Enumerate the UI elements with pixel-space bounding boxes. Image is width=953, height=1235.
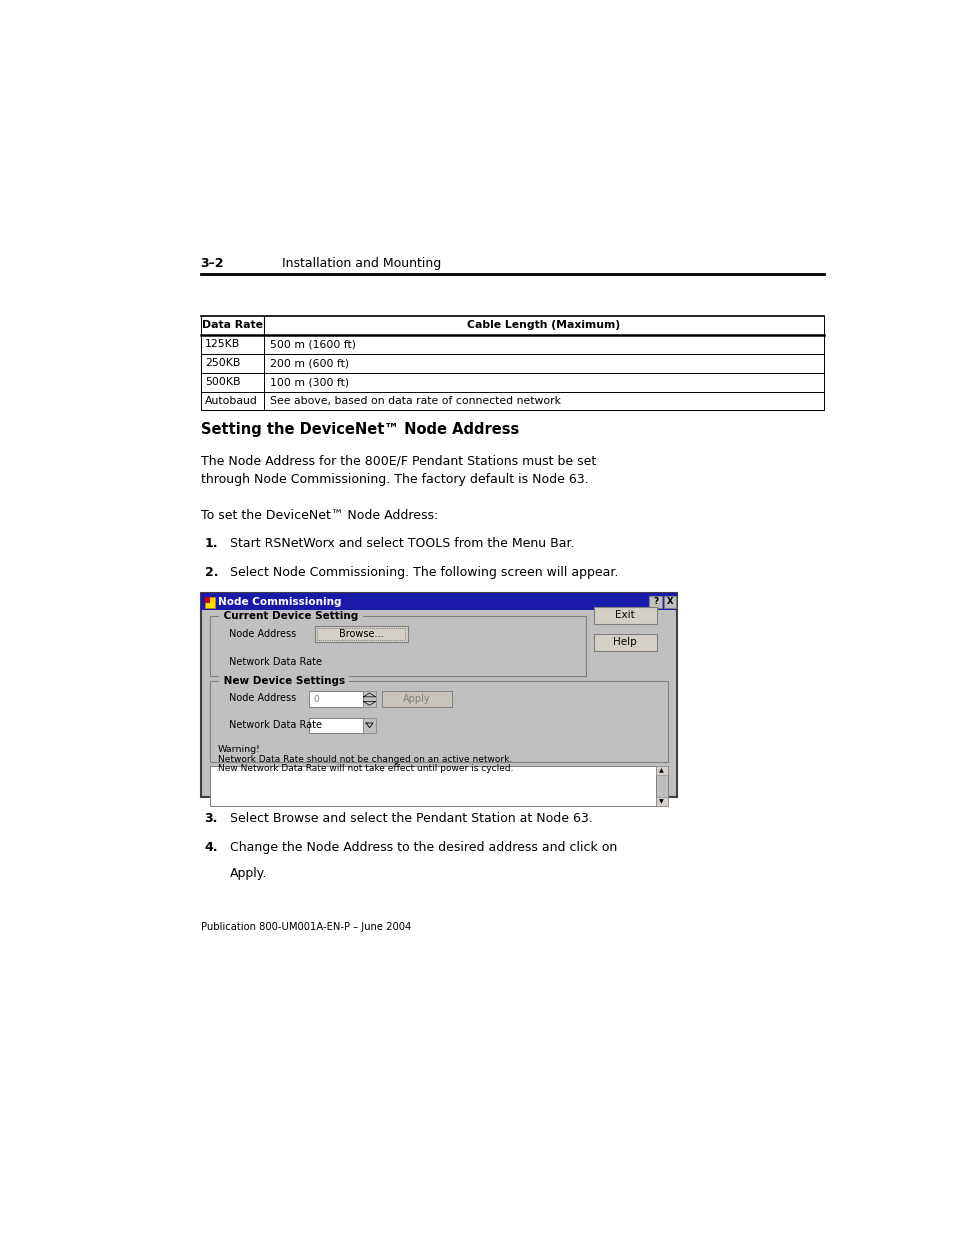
Text: Select Node Commissioning. The following screen will appear.: Select Node Commissioning. The following… [230, 566, 618, 578]
Bar [593, 634, 657, 651]
Text: Change the Node Address to the desired address and click on: Change the Node Address to the desired a… [230, 841, 617, 855]
Text: Apply.: Apply. [230, 867, 267, 879]
Text: Exit: Exit [615, 610, 635, 620]
Bar [210, 616, 585, 676]
Text: Browse...: Browse... [338, 629, 383, 638]
Text: 1.: 1. [204, 537, 218, 550]
Text: Setting the DeviceNet™ Node Address: Setting the DeviceNet™ Node Address [200, 421, 518, 436]
Text: Start RSNetWorx and select TOOLS from the Menu Bar.: Start RSNetWorx and select TOOLS from th… [230, 537, 574, 550]
Text: Node Commissioning: Node Commissioning [217, 597, 341, 606]
Text: Network Data Rate should not be changed on an active network.: Network Data Rate should not be changed … [217, 755, 512, 764]
Bar [593, 606, 657, 624]
Bar [314, 626, 407, 642]
Text: ▲: ▲ [659, 768, 663, 773]
Bar [316, 629, 405, 640]
Bar [210, 766, 655, 806]
Text: 4.: 4. [204, 841, 218, 855]
Text: 100 m (300 ft): 100 m (300 ft) [270, 377, 349, 387]
Bar [655, 766, 667, 806]
Text: New Device Settings: New Device Settings [220, 677, 349, 687]
Text: X: X [666, 597, 673, 606]
Text: Node Address: Node Address [229, 693, 296, 704]
Text: 250KB: 250KB [205, 358, 240, 368]
Text: Installation and Mounting: Installation and Mounting [282, 257, 441, 270]
Text: 0: 0 [314, 694, 319, 704]
Bar [363, 692, 375, 706]
Text: Network Data Rate: Network Data Rate [229, 720, 322, 730]
Text: Publication 800-UM001A-EN-P – June 2004: Publication 800-UM001A-EN-P – June 2004 [200, 923, 411, 932]
Bar [663, 595, 676, 608]
Bar [200, 593, 677, 610]
Text: Current Device Setting: Current Device Setting [220, 611, 361, 621]
Text: Help: Help [613, 637, 637, 647]
Bar [363, 718, 375, 734]
Text: Node Address: Node Address [229, 629, 296, 638]
Bar [655, 797, 667, 806]
Text: Network Data Rate: Network Data Rate [229, 657, 322, 667]
Text: ▼: ▼ [659, 799, 663, 804]
Text: 3.: 3. [204, 811, 217, 825]
Bar [655, 766, 667, 776]
Bar [200, 593, 677, 798]
Bar [205, 598, 210, 603]
Bar [381, 692, 452, 706]
Text: Cable Length (Maximum): Cable Length (Maximum) [467, 321, 619, 331]
Text: Autobaud: Autobaud [205, 396, 258, 406]
Text: Apply: Apply [402, 694, 430, 704]
Text: 2.: 2. [204, 566, 218, 578]
Text: Select Browse and select the Pendant Station at Node 63.: Select Browse and select the Pendant Sta… [230, 811, 592, 825]
Text: 125KB: 125KB [205, 340, 240, 350]
Bar [309, 718, 363, 734]
Text: 500KB: 500KB [205, 377, 240, 387]
Text: Data Rate: Data Rate [202, 321, 263, 331]
Text: The Node Address for the 800E/F Pendant Stations must be set
through Node Commis: The Node Address for the 800E/F Pendant … [200, 454, 596, 487]
Text: See above, based on data rate of connected network: See above, based on data rate of connect… [270, 396, 560, 406]
Bar [309, 692, 363, 706]
Text: 500 m (1600 ft): 500 m (1600 ft) [270, 340, 355, 350]
Bar [205, 598, 214, 608]
Bar [210, 682, 667, 762]
Text: Warning!: Warning! [217, 745, 260, 753]
Text: 3–2: 3–2 [200, 257, 224, 270]
Text: 200 m (600 ft): 200 m (600 ft) [270, 358, 349, 368]
Bar [649, 595, 661, 608]
Text: ?: ? [653, 597, 658, 606]
Text: To set the DeviceNet™ Node Address:: To set the DeviceNet™ Node Address: [200, 509, 437, 521]
Text: New Network Data Rate will not take effect until power is cycled.: New Network Data Rate will not take effe… [217, 764, 513, 773]
